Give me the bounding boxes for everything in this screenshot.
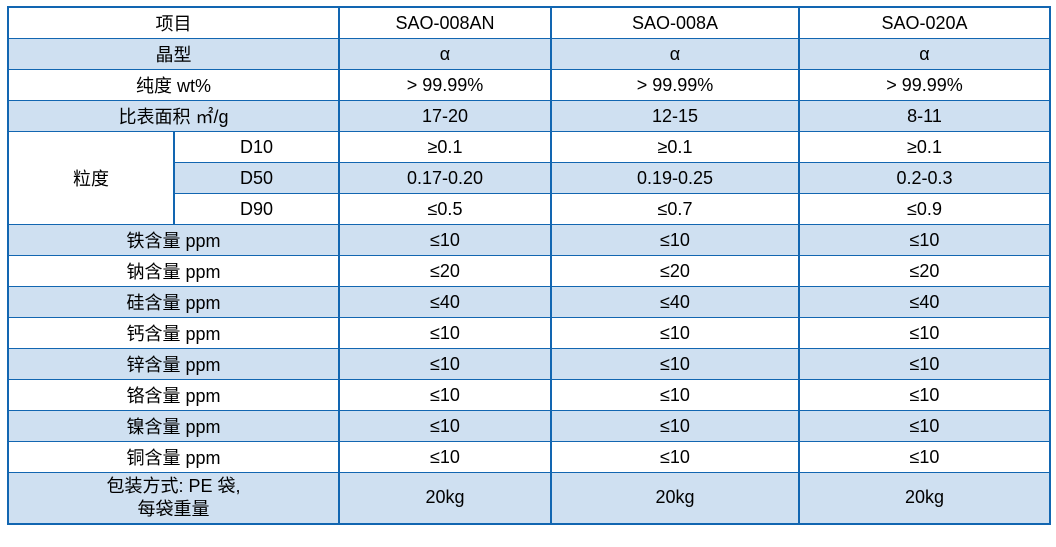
value-cell: ≤20 <box>798 255 1051 287</box>
particle-size-group-cell: 粒度 <box>7 131 175 225</box>
product-spec-table: 项目 SAO-008AN SAO-008A SAO-020A 晶型 α α α … <box>7 6 1051 525</box>
value-cell: ≥0.1 <box>798 131 1051 163</box>
header-product-sao-020a: SAO-020A <box>798 6 1051 39</box>
row-label: 比表面积 ㎡/g <box>7 100 340 132</box>
value-cell: 20kg <box>798 472 1051 525</box>
value-cell: ≤10 <box>798 317 1051 349</box>
value-cell: ≤10 <box>798 441 1051 473</box>
packaging-label-line1: 包装方式: PE 袋, <box>106 475 241 496</box>
value-cell: ≤10 <box>550 410 800 442</box>
packaging-label-cell: 包装方式: PE 袋, 每袋重量 <box>7 472 340 525</box>
value-cell: ≤40 <box>550 286 800 318</box>
value-cell: ≤0.5 <box>338 193 552 225</box>
value-cell: 0.19-0.25 <box>550 162 800 194</box>
row-zinc-content: 锌含量 ppm ≤10 ≤10 ≤10 <box>7 348 1051 380</box>
row-label: 铬含量 ppm <box>7 379 340 411</box>
row-crystal-form: 晶型 α α α <box>7 38 1051 70</box>
row-label: 铁含量 ppm <box>7 224 340 256</box>
value-cell: > 99.99% <box>798 69 1051 101</box>
row-label: 镍含量 ppm <box>7 410 340 442</box>
sub-row-label: D10 <box>173 131 340 163</box>
value-cell: 17-20 <box>338 100 552 132</box>
row-packaging: 包装方式: PE 袋, 每袋重量 20kg 20kg 20kg <box>7 472 1051 525</box>
value-cell: > 99.99% <box>338 69 552 101</box>
value-cell: ≤10 <box>338 410 552 442</box>
value-cell: 20kg <box>338 472 552 525</box>
row-particle-d90: D90 ≤0.5 ≤0.7 ≤0.9 <box>8 193 1051 225</box>
value-cell: ≤10 <box>798 410 1051 442</box>
value-cell: 8-11 <box>798 100 1051 132</box>
header-item-cell: 项目 <box>7 6 340 39</box>
value-cell: ≤10 <box>338 317 552 349</box>
value-cell: > 99.99% <box>550 69 800 101</box>
row-label: 钙含量 ppm <box>7 317 340 349</box>
value-cell: ≤10 <box>550 441 800 473</box>
row-purity: 纯度 wt% > 99.99% > 99.99% > 99.99% <box>7 69 1051 101</box>
value-cell: ≤0.7 <box>550 193 800 225</box>
row-particle-d50: D50 0.17-0.20 0.19-0.25 0.2-0.3 <box>8 162 1051 194</box>
value-cell: 12-15 <box>550 100 800 132</box>
row-label: 纯度 wt% <box>7 69 340 101</box>
value-cell: ≤20 <box>550 255 800 287</box>
value-cell: 0.17-0.20 <box>338 162 552 194</box>
value-cell: α <box>338 38 552 70</box>
header-product-sao-008a: SAO-008A <box>550 6 800 39</box>
row-iron-content: 铁含量 ppm ≤10 ≤10 ≤10 <box>7 224 1051 256</box>
value-cell: ≤10 <box>338 379 552 411</box>
value-cell: ≥0.1 <box>338 131 552 163</box>
value-cell: ≤10 <box>338 441 552 473</box>
sub-row-label: D90 <box>173 193 340 225</box>
value-cell: 20kg <box>550 472 800 525</box>
value-cell: ≤10 <box>338 348 552 380</box>
row-calcium-content: 钙含量 ppm ≤10 ≤10 ≤10 <box>7 317 1051 349</box>
packaging-label-line2: 每袋重量 <box>137 499 210 519</box>
row-nickel-content: 镍含量 ppm ≤10 ≤10 ≤10 <box>7 410 1051 442</box>
row-surface-area: 比表面积 ㎡/g 17-20 12-15 8-11 <box>7 100 1051 132</box>
value-cell: ≤10 <box>550 224 800 256</box>
value-cell: ≤10 <box>798 224 1051 256</box>
value-cell: ≤10 <box>338 224 552 256</box>
value-cell: α <box>550 38 800 70</box>
row-copper-content: 铜含量 ppm ≤10 ≤10 ≤10 <box>7 441 1051 473</box>
value-cell: 0.2-0.3 <box>798 162 1051 194</box>
value-cell: α <box>798 38 1051 70</box>
value-cell: ≤40 <box>798 286 1051 318</box>
row-sodium-content: 钠含量 ppm ≤20 ≤20 ≤20 <box>7 255 1051 287</box>
value-cell: ≤0.9 <box>798 193 1051 225</box>
row-label: 锌含量 ppm <box>7 348 340 380</box>
row-chromium-content: 铬含量 ppm ≤10 ≤10 ≤10 <box>7 379 1051 411</box>
header-row: 项目 SAO-008AN SAO-008A SAO-020A <box>7 6 1051 39</box>
row-label: 硅含量 ppm <box>7 286 340 318</box>
value-cell: ≤10 <box>550 379 800 411</box>
value-cell: ≤20 <box>338 255 552 287</box>
row-silicon-content: 硅含量 ppm ≤40 ≤40 ≤40 <box>7 286 1051 318</box>
value-cell: ≤10 <box>550 317 800 349</box>
row-particle-d10: 粒度 D10 ≥0.1 ≥0.1 ≥0.1 <box>7 131 1051 225</box>
sub-row-label: D50 <box>173 162 340 194</box>
value-cell: ≤10 <box>798 348 1051 380</box>
value-cell: ≤10 <box>798 379 1051 411</box>
row-label: 铜含量 ppm <box>7 441 340 473</box>
value-cell: ≤40 <box>338 286 552 318</box>
value-cell: ≥0.1 <box>550 131 800 163</box>
row-label: 钠含量 ppm <box>7 255 340 287</box>
row-label: 晶型 <box>7 38 340 70</box>
header-product-sao-008an: SAO-008AN <box>338 6 552 39</box>
value-cell: ≤10 <box>550 348 800 380</box>
